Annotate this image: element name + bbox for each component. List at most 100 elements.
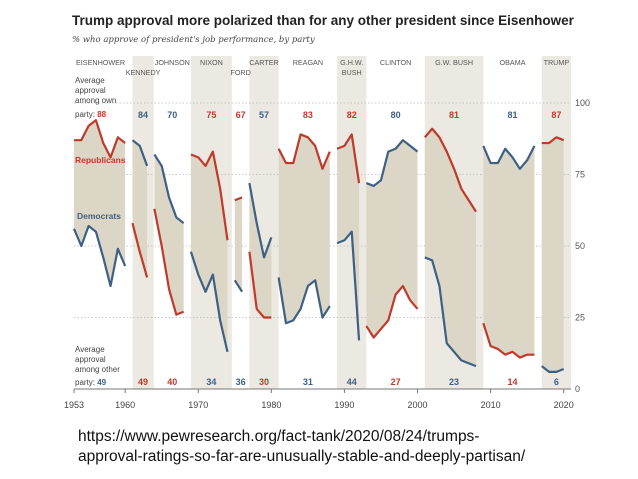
gap-fill-0	[74, 120, 126, 287]
own-party-note-line-3: party: 88	[75, 110, 107, 119]
democrat-line-8	[365, 139, 419, 188]
x-tick-label-1980: 1980	[261, 400, 281, 410]
president-name-3: NIXON	[200, 58, 223, 67]
x-tick-label-1953: 1953	[64, 400, 84, 410]
y-tick-label-25: 25	[575, 313, 585, 323]
other-party-note-line-2: among other	[75, 365, 120, 374]
democrat-line-6	[277, 277, 331, 325]
president-name-7-b: BUSH	[342, 68, 362, 77]
gap-fill-4	[234, 197, 243, 292]
other-party-avg-5: 30	[259, 377, 269, 387]
president-name-8: CLINTON	[380, 58, 411, 67]
president-name-7: G.H.W.	[340, 58, 363, 67]
own-party-avg-4: 67	[236, 110, 246, 120]
other-party-avg-10: 14	[508, 377, 518, 387]
democrat-line-11	[541, 365, 565, 373]
own-party-avg-7: 82	[347, 110, 357, 120]
republican-line-1	[131, 222, 149, 278]
other-party-avg-1: 49	[138, 377, 148, 387]
democrat-line-3	[189, 251, 229, 353]
own-party-note-line-2: among own	[75, 96, 116, 105]
republican-line-3	[190, 150, 229, 241]
gap-fill-1	[132, 140, 148, 278]
other-party-avg-9: 23	[449, 377, 459, 387]
own-party-avg-1: 84	[138, 110, 148, 120]
own-party-avg-6: 83	[303, 110, 313, 120]
democrat-line-0	[72, 224, 127, 288]
republican-line-7	[336, 133, 361, 184]
source-link[interactable]: https://www.pewresearch.org/fact-tank/20…	[78, 427, 598, 467]
gap-fill-7	[337, 134, 360, 341]
own-party-avg-11: 87	[551, 110, 561, 120]
democrat-line-2	[153, 153, 185, 224]
president-name-9: G.W. BUSH	[435, 58, 473, 67]
republican-line-5	[248, 251, 272, 319]
y-tick-label-75: 75	[575, 170, 585, 180]
x-tick-label-2000: 2000	[407, 400, 427, 410]
other-party-avg-2: 40	[167, 377, 177, 387]
president-name-5: CARTER	[249, 58, 278, 67]
other-party-avg-3: 34	[206, 377, 216, 387]
chart-subtitle: % who approve of president's job perform…	[72, 35, 315, 45]
republican-line-8	[365, 284, 419, 339]
x-tick-label-1990: 1990	[334, 400, 354, 410]
source-url-line1[interactable]: https://www.pewresearch.org/fact-tank/20…	[78, 428, 480, 445]
gap-fill-10	[483, 145, 535, 358]
democrats-series-label: Democrats	[77, 211, 121, 221]
other-party-note-line-3: party: 49	[75, 378, 107, 387]
president-name-10: OBAMA	[500, 58, 526, 67]
democrat-line-4	[233, 279, 244, 293]
gap-fill-11	[541, 137, 564, 372]
president-name-1: KENNEDY	[126, 68, 161, 77]
own-party-avg-8: 80	[391, 110, 401, 120]
gap-fill-9	[424, 128, 476, 367]
president-name-2: JOHNSON	[155, 58, 190, 67]
republican-line-6	[277, 133, 331, 170]
democrat-line-1	[131, 139, 149, 167]
own-party-note-prefix: party:	[75, 110, 97, 119]
other-party-note-line-1: approval	[75, 355, 106, 364]
democrat-line-7	[336, 230, 361, 341]
x-tick-label-2010: 2010	[481, 400, 501, 410]
y-tick-label-100: 100	[575, 98, 590, 108]
republican-line-4	[234, 196, 243, 202]
y-tick-label-50: 50	[575, 241, 585, 251]
republican-line-10	[482, 322, 535, 359]
other-party-avg-7: 44	[347, 377, 357, 387]
source-url-line2[interactable]: approval-ratings-so-far-are-unusually-st…	[78, 448, 526, 465]
other-party-avg-4: 36	[236, 377, 246, 387]
x-tick-label-1970: 1970	[188, 400, 208, 410]
own-party-note-line-1: approval	[75, 86, 106, 95]
democrat-line-9	[424, 256, 477, 368]
own-party-avg-2: 70	[167, 110, 177, 120]
own-party-avg-9: 81	[449, 110, 459, 120]
other-party-avg-11: 6	[554, 377, 559, 387]
president-name-4: FORD	[230, 68, 250, 77]
y-tick-label-0: 0	[575, 384, 580, 394]
other-party-avg-6: 31	[303, 377, 313, 387]
democrat-line-5	[248, 182, 273, 259]
own-party-note-line-0: Average	[75, 76, 105, 85]
other-party-note-prefix: party:	[75, 378, 97, 387]
president-name-6: REAGAN	[293, 58, 323, 67]
own-party-note-value: 88	[97, 110, 106, 119]
other-party-note-line-0: Average	[75, 345, 105, 354]
republican-line-9	[423, 127, 477, 213]
own-party-avg-3: 75	[206, 110, 216, 120]
other-party-avg-8: 27	[391, 377, 401, 387]
republican-line-0	[74, 119, 126, 159]
x-tick-label-2020: 2020	[554, 400, 574, 410]
president-name-11: TRUMP	[544, 58, 570, 67]
own-party-avg-10: 81	[508, 110, 518, 120]
gap-fill-3	[190, 151, 228, 352]
own-party-avg-5: 57	[259, 110, 269, 120]
gap-fill-2	[154, 154, 184, 315]
x-tick-label-1960: 1960	[115, 400, 135, 410]
republican-line-11	[541, 136, 565, 145]
republicans-series-label: Republicans	[75, 155, 126, 165]
chart-title: Trump approval more polarized than for a…	[72, 13, 574, 28]
other-party-note-value: 49	[97, 378, 106, 387]
democrat-line-10	[482, 145, 536, 170]
republican-line-2	[153, 208, 185, 316]
